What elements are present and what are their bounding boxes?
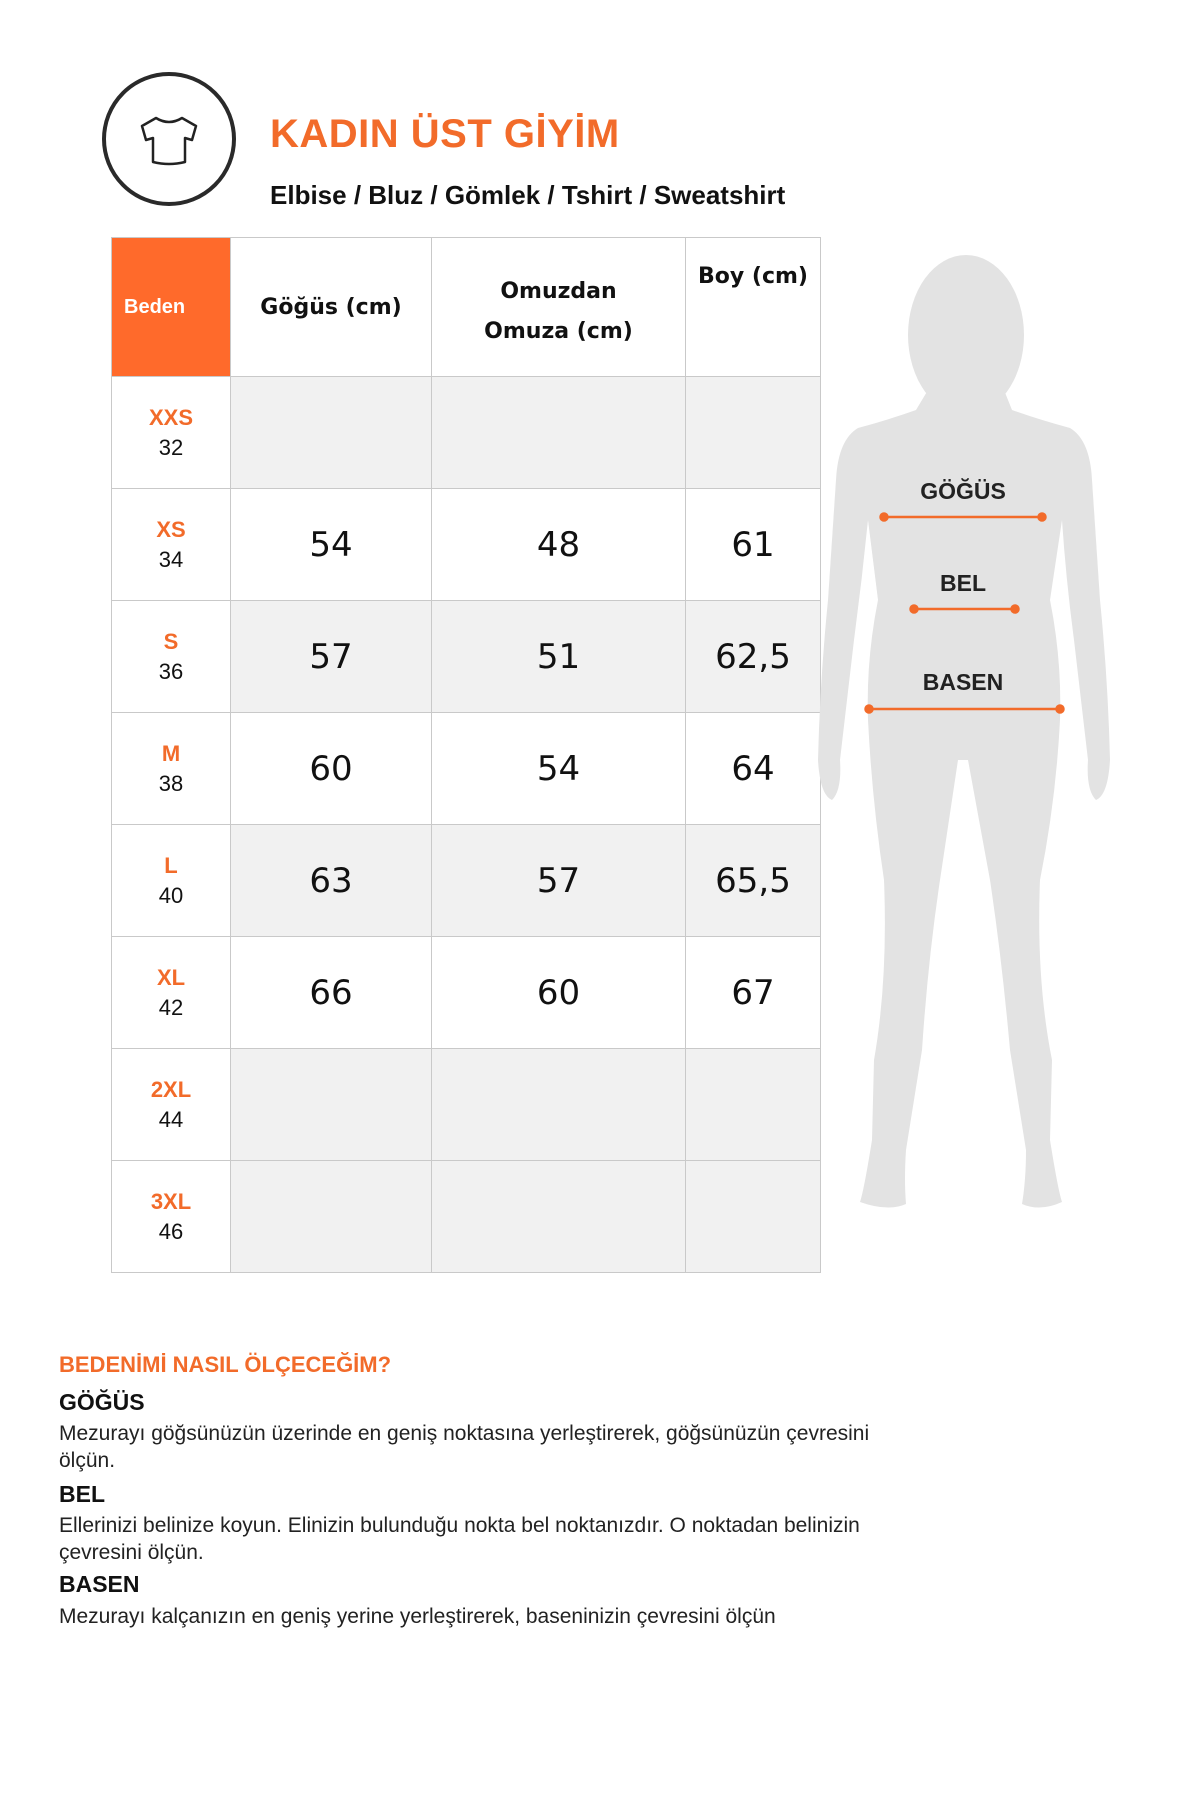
length-cell: 67 [685, 936, 821, 1049]
length-cell: 65,5 [685, 824, 821, 937]
length-cell: 62,5 [685, 600, 821, 713]
size-number: 42 [158, 994, 184, 1020]
length-cell [685, 376, 821, 489]
guide-heading: BEDENİMİ NASIL ÖLÇECEĞİM? [59, 1352, 392, 1377]
size-cell: XXS 32 [111, 376, 231, 489]
column-header-shoulder: Omuzdan Omuza (cm) [431, 237, 686, 377]
table-row: S 36 57 51 62,5 [111, 600, 821, 713]
size-cell: XS 34 [111, 488, 231, 601]
chest-cell [230, 376, 432, 489]
table-row: 3XL 46 [111, 1160, 821, 1273]
chest-label: GÖĞÜS [920, 478, 1006, 504]
chest-cell: 54 [230, 488, 432, 601]
table-row: L 40 63 57 65,5 [111, 824, 821, 937]
size-cell: 2XL 44 [111, 1048, 231, 1161]
size-number: 46 [158, 1218, 184, 1244]
column-header-chest: Göğüs (cm) [230, 237, 432, 377]
size-cell: S 36 [111, 600, 231, 713]
size-letter: L [164, 852, 178, 878]
guide-hip-title: BASEN [59, 1571, 140, 1597]
table-header-row: Beden Göğüs (cm) Omuzdan Omuza (cm) Boy … [111, 237, 821, 377]
chest-cell: 60 [230, 712, 432, 825]
size-number: 38 [158, 770, 184, 796]
table-row: XL 42 66 60 67 [111, 936, 821, 1049]
guide-waist-title: BEL [59, 1481, 105, 1507]
size-number: 40 [158, 882, 184, 908]
size-letter: S [163, 628, 179, 654]
shoulder-cell: 54 [431, 712, 686, 825]
shoulder-cell: 51 [431, 600, 686, 713]
shoulder-cell [431, 1048, 686, 1161]
chest-cell: 66 [230, 936, 432, 1049]
size-letter: XL [156, 964, 186, 990]
table-row: 2XL 44 [111, 1048, 821, 1161]
hip-label: BASEN [922, 669, 1004, 695]
shoulder-cell: 48 [431, 488, 686, 601]
size-table: Beden Göğüs (cm) Omuzdan Omuza (cm) Boy … [111, 237, 821, 1273]
page-title: KADIN ÜST GİYİM [270, 112, 620, 156]
size-letter: XXS [148, 404, 194, 430]
chest-cell [230, 1160, 432, 1273]
chest-cell: 57 [230, 600, 432, 713]
page-subtitle: Elbise / Bluz / Gömlek / Tshirt / Sweats… [270, 180, 786, 210]
shoulder-cell [431, 376, 686, 489]
size-cell: 3XL 46 [111, 1160, 231, 1273]
length-cell: 64 [685, 712, 821, 825]
tshirt-icon [140, 116, 198, 166]
size-number: 44 [158, 1106, 184, 1132]
size-number: 32 [158, 434, 184, 460]
length-cell [685, 1048, 821, 1161]
size-cell: XL 42 [111, 936, 231, 1049]
length-cell: 61 [685, 488, 821, 601]
guide-chest-text: Mezurayı göğsünüzün üzerinde en geniş no… [59, 1422, 870, 1472]
chest-cell [230, 1048, 432, 1161]
logo-circle [102, 72, 236, 206]
chest-cell: 63 [230, 824, 432, 937]
column-header-size: Beden [111, 237, 231, 377]
table-row: XS 34 54 48 61 [111, 488, 821, 601]
shoulder-cell [431, 1160, 686, 1273]
waist-label: BEL [940, 570, 986, 596]
guide-waist-text: Ellerinizi belinize koyun. Elinizin bulu… [59, 1514, 860, 1564]
guide-hip-text: Mezurayı kalçanızın en geniş yerine yerl… [59, 1605, 776, 1628]
size-number: 36 [158, 658, 184, 684]
length-cell [685, 1160, 821, 1273]
size-letter: 2XL [150, 1076, 192, 1102]
body-silhouette [818, 255, 1110, 1208]
size-number: 34 [158, 546, 184, 572]
table-row: XXS 32 [111, 376, 821, 489]
shoulder-cell: 57 [431, 824, 686, 937]
guide-chest-title: GÖĞÜS [59, 1389, 145, 1415]
column-header-length: Boy (cm) [685, 237, 821, 377]
size-letter: M [161, 740, 181, 766]
size-letter: XS [156, 516, 186, 542]
size-letter: 3XL [150, 1188, 192, 1214]
